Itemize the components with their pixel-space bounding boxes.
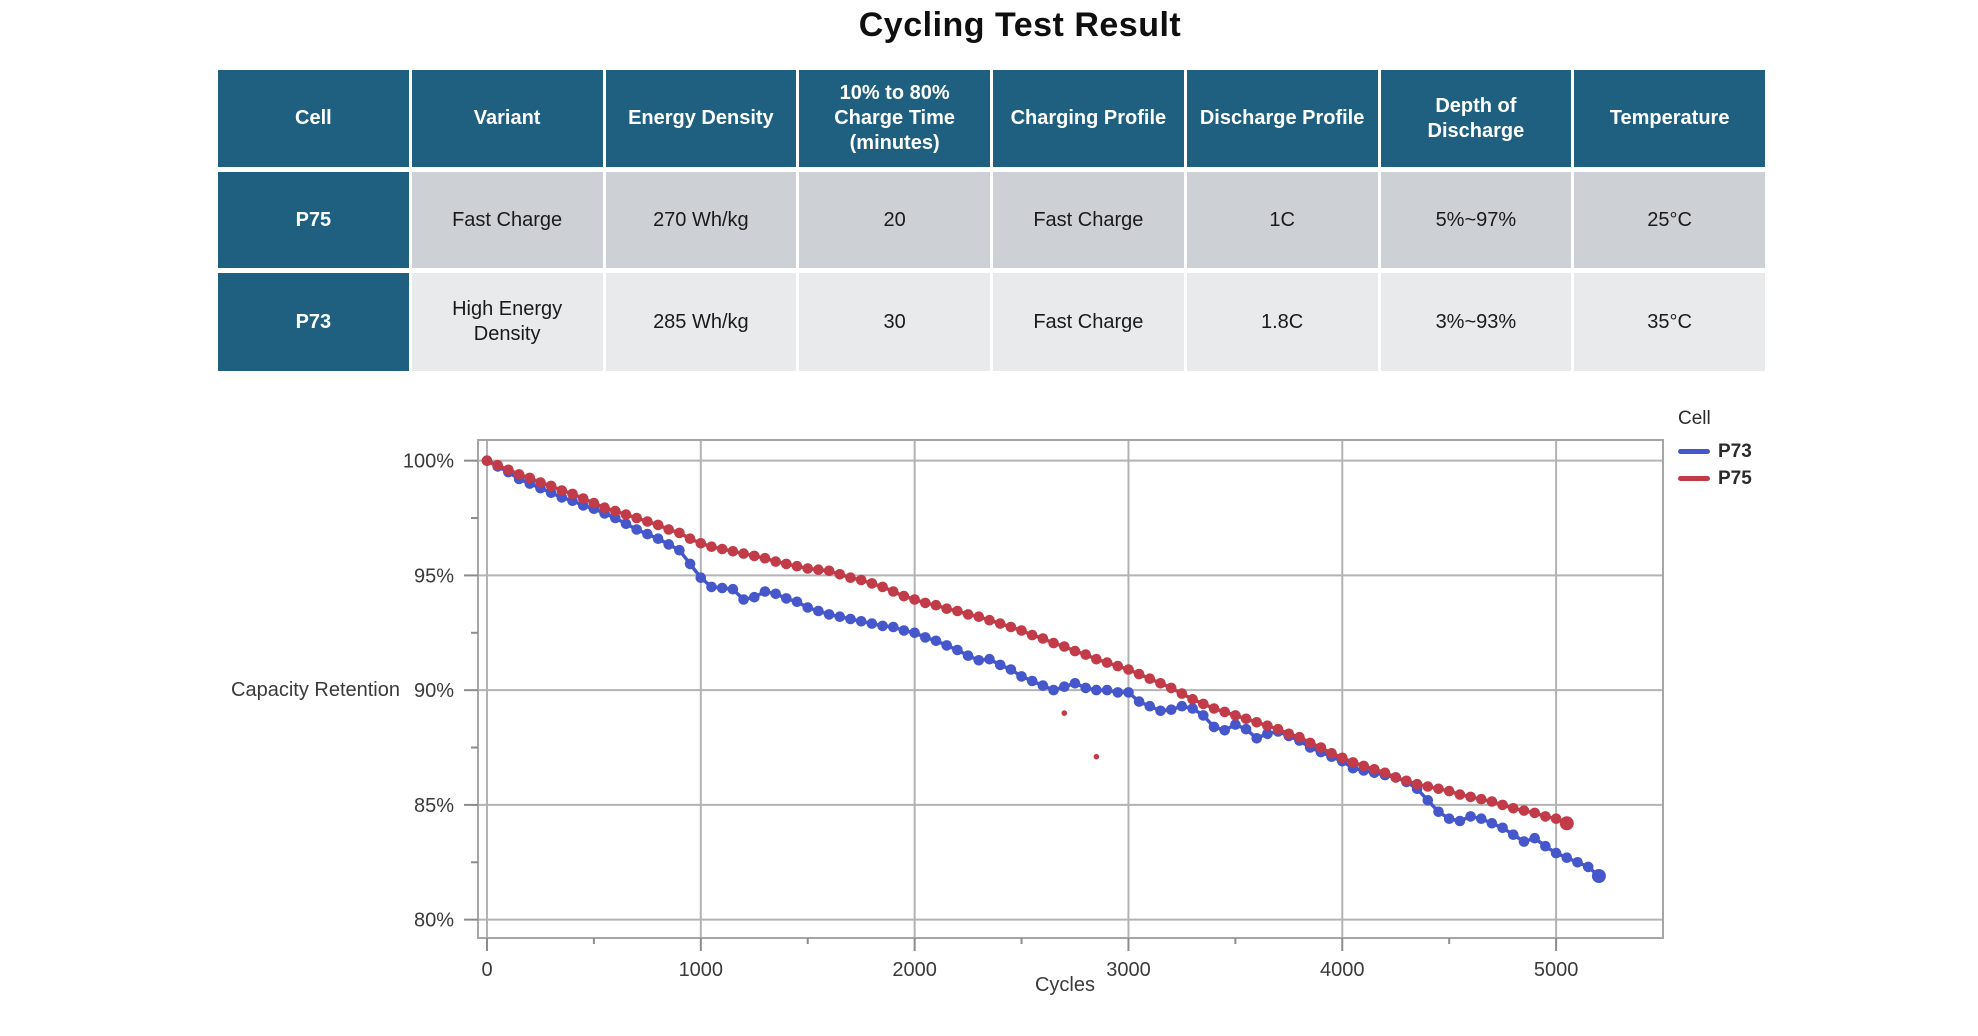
series-P75 [481,455,1574,831]
p73-variant: High Energy Density [411,273,603,371]
tick-labels: 0 1000 2000 3000 4000 5000 100% 95% 90% 85% 80% [403,451,1578,981]
p73-temperature: 35°C [1574,273,1765,371]
legend-item-p73: P73 [1678,438,1752,465]
plot-frame [477,439,1664,939]
svg-text:100%: 100% [403,451,454,473]
p73-charging-profile: Fast Charge [993,273,1184,371]
p73-discharge-profile: 1.8C [1186,273,1378,371]
p75-charging-profile: Fast Charge [993,172,1184,268]
p75-temperature: 25°C [1574,172,1765,268]
row-header-p73: P73 [218,273,409,371]
svg-text:3000: 3000 [1106,959,1151,981]
row-header-p75: P75 [218,172,409,268]
col-header-temperature: Temperature [1574,70,1765,167]
y-axis-title: Capacity Retention [231,679,400,701]
legend-item-p75: P75 [1678,465,1752,492]
legend-label-p73: P73 [1718,440,1752,462]
p75-charge-time: 20 [799,172,990,268]
p75-energy-density: 270 Wh/kg [605,172,797,268]
svg-text:1000: 1000 [679,959,724,981]
svg-text:85%: 85% [414,795,454,817]
col-header-cell: Cell [218,70,409,167]
col-header-charge-time: 10% to 80% Charge Time (minutes) [799,70,990,167]
p75-discharge-profile: 1C [1186,172,1378,268]
outlier-point [1093,753,1100,760]
legend-title: Cell [1678,408,1711,429]
results-table: Cell Variant Energy Density 10% to 80% C… [218,70,1765,371]
col-header-variant: Variant [411,70,603,167]
col-header-discharge-profile: Discharge Profile [1186,70,1378,167]
page-title: Cycling Test Result [858,6,1182,44]
axis-ticks [464,459,1558,951]
svg-text:5000: 5000 [1534,959,1579,981]
p75-depth-of-discharge: 5%~97% [1380,172,1572,268]
x-axis-title: Cycles [1034,974,1095,996]
p73-charge-time: 30 [799,273,990,371]
legend-label-p75: P75 [1718,467,1752,489]
outlier-point [1061,710,1068,716]
col-header-energy-density: Energy Density [605,70,797,167]
p75-line-swatch [1678,476,1710,481]
p73-line-swatch [1678,449,1710,454]
col-header-depth-of-discharge: Depth of Discharge [1380,70,1572,167]
col-header-charging-profile: Charging Profile [993,70,1184,167]
p75-variant: Fast Charge [411,172,603,268]
svg-text:80%: 80% [414,910,454,932]
p73-depth-of-discharge: 3%~93% [1380,273,1572,371]
svg-text:0: 0 [481,959,492,981]
svg-text:4000: 4000 [1320,959,1365,981]
chart-legend: Cell P73 P75 [1678,408,1752,492]
svg-text:90%: 90% [414,680,454,702]
svg-text:95%: 95% [414,565,454,587]
svg-text:2000: 2000 [892,959,937,981]
p73-energy-density: 285 Wh/kg [605,273,797,371]
gridlines [478,440,1663,938]
